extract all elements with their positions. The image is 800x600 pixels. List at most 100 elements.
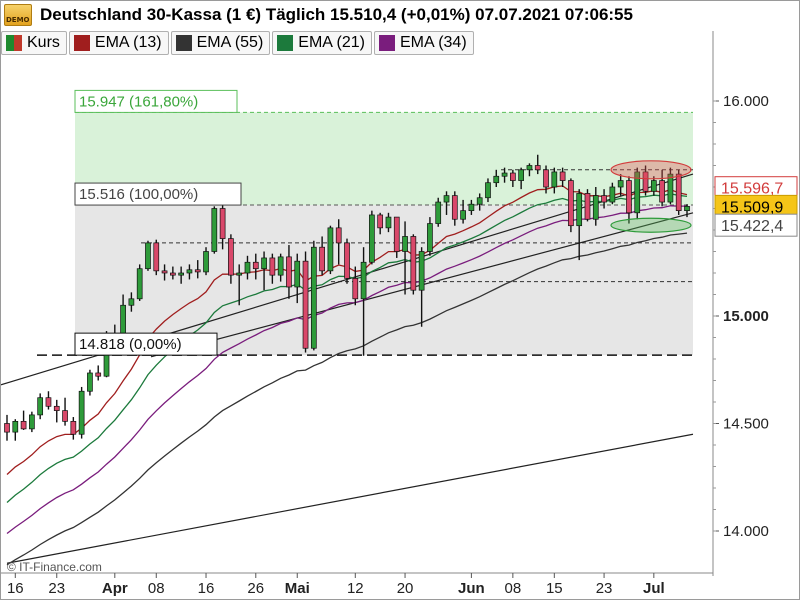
candle-body[interactable] — [559, 171, 566, 181]
candle-body[interactable] — [443, 195, 450, 203]
candle-body[interactable] — [617, 180, 624, 188]
candle-body[interactable] — [501, 172, 508, 177]
candle-body[interactable] — [526, 165, 533, 171]
legend-item-ema-34[interactable]: EMA (34) — [373, 31, 474, 55]
candle-body[interactable] — [510, 172, 516, 181]
candle-body[interactable] — [592, 195, 599, 220]
candle-body[interactable] — [29, 414, 35, 430]
candle-body[interactable] — [4, 423, 10, 433]
candle-body[interactable] — [476, 197, 483, 205]
candle-body[interactable] — [393, 216, 400, 252]
fib-label-text: 15.947 (161,80%) — [79, 93, 198, 110]
candle-body[interactable] — [369, 214, 375, 263]
candle-body[interactable] — [485, 182, 491, 199]
candle-body[interactable] — [37, 397, 44, 416]
candle-body[interactable] — [244, 261, 251, 274]
candle-body[interactable] — [451, 195, 458, 220]
candle-body[interactable] — [294, 260, 301, 288]
candle-body[interactable] — [377, 214, 384, 229]
candle-body[interactable] — [584, 193, 591, 220]
candle-body[interactable] — [385, 216, 392, 229]
candle-body[interactable] — [170, 272, 176, 276]
candle-body[interactable] — [20, 421, 27, 430]
candle-body[interactable] — [261, 257, 267, 270]
x-tick-label: 16 — [7, 580, 24, 597]
candle-body[interactable] — [211, 208, 218, 252]
price-label-text: 15.509,9 — [721, 199, 783, 216]
candle-body[interactable] — [12, 421, 19, 433]
candle-body[interactable] — [402, 236, 408, 252]
candle-body[interactable] — [236, 272, 243, 276]
candle-body[interactable] — [667, 173, 674, 203]
support-ellipse — [610, 217, 692, 233]
candle-body[interactable] — [269, 257, 276, 276]
candle-body[interactable] — [360, 261, 367, 300]
candle-body[interactable] — [62, 410, 68, 422]
candle-body[interactable] — [427, 223, 433, 252]
candle-body[interactable] — [410, 236, 417, 291]
candle-body[interactable] — [493, 175, 500, 184]
candle-body[interactable] — [650, 180, 657, 192]
candle-body[interactable] — [95, 372, 102, 377]
candle-body[interactable] — [634, 171, 641, 214]
candle-body[interactable] — [659, 180, 665, 203]
legend-label: Kurs — [27, 34, 60, 51]
legend-item-kurs[interactable]: Kurs — [1, 31, 67, 55]
candle-body[interactable] — [186, 269, 193, 274]
candle-body[interactable] — [319, 246, 325, 272]
candle-body[interactable] — [601, 195, 607, 203]
candle-body[interactable] — [460, 210, 466, 220]
candle-body[interactable] — [435, 201, 442, 224]
candle-body[interactable] — [352, 278, 359, 300]
x-tick-label: 12 — [347, 580, 364, 597]
candle-body[interactable] — [194, 269, 201, 273]
fib-label-box — [74, 182, 242, 206]
candle-body[interactable] — [78, 390, 85, 435]
candle-body[interactable] — [518, 169, 524, 181]
candle-body[interactable] — [468, 203, 475, 211]
candle-body[interactable] — [286, 256, 292, 288]
candle-body[interactable] — [145, 242, 151, 270]
candle-body[interactable] — [684, 206, 690, 212]
candle-body[interactable] — [277, 256, 284, 276]
candle-body[interactable] — [128, 298, 135, 306]
x-axis: 16 23 Apr 08 16 26 Mai 12 20 Jun 08 15 23 Jul — [1, 572, 713, 597]
candle-body[interactable] — [543, 169, 549, 188]
candle-body[interactable] — [675, 173, 682, 212]
x-tick-label: 15 — [546, 580, 563, 597]
candle-body[interactable] — [642, 171, 649, 192]
candle-body[interactable] — [327, 227, 334, 272]
legend-item-ema-55[interactable]: EMA (55) — [170, 31, 271, 55]
candles[interactable] — [4, 154, 690, 441]
candle-body[interactable] — [568, 180, 574, 227]
candle-body[interactable] — [252, 261, 259, 270]
candle-body[interactable] — [153, 242, 160, 272]
candle-body[interactable] — [302, 260, 309, 349]
candle-body[interactable] — [576, 193, 583, 227]
candle-body[interactable] — [335, 227, 342, 244]
candle-body[interactable] — [136, 268, 143, 300]
legend-item-ema-13[interactable]: EMA (13) — [68, 31, 169, 55]
candle-body[interactable] — [609, 186, 616, 203]
candle-body[interactable] — [87, 372, 93, 392]
candle-body[interactable] — [161, 270, 168, 274]
candle-body[interactable] — [534, 165, 541, 171]
candle-body[interactable] — [344, 242, 350, 279]
candle-body[interactable] — [310, 246, 317, 349]
x-tick-label: Apr — [102, 580, 128, 597]
candle-body[interactable] — [228, 238, 234, 276]
candle-body[interactable] — [70, 421, 77, 435]
price-label-text: 15.596,7 — [721, 181, 783, 198]
legend-item-ema-21[interactable]: EMA (21) — [272, 31, 372, 55]
candle-body[interactable] — [203, 251, 209, 273]
candle-body[interactable] — [178, 272, 184, 276]
candle-body[interactable] — [219, 208, 226, 239]
candle-body[interactable] — [45, 397, 52, 407]
candle-body[interactable] — [418, 251, 425, 291]
x-tick-label: 08 — [505, 580, 522, 597]
candle-body[interactable] — [551, 171, 558, 188]
candle-body[interactable] — [53, 405, 60, 411]
demo-icon — [4, 4, 32, 26]
candle-body[interactable] — [626, 180, 632, 214]
